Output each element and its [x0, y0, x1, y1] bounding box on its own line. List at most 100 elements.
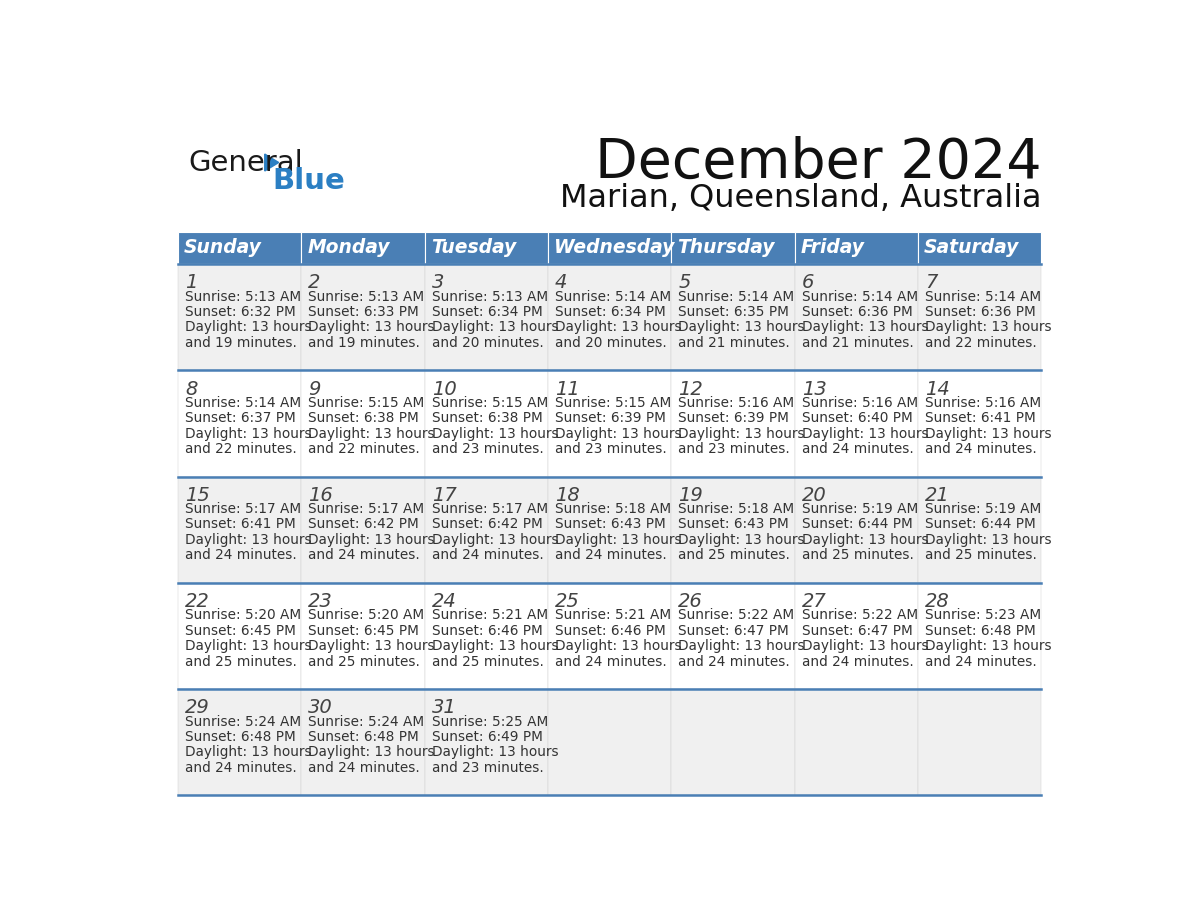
Text: Daylight: 13 hours: Daylight: 13 hours	[925, 532, 1051, 547]
Text: Daylight: 13 hours: Daylight: 13 hours	[431, 745, 558, 759]
Text: 14: 14	[925, 380, 949, 398]
Text: and 25 minutes.: and 25 minutes.	[185, 655, 297, 668]
Text: Sunset: 6:46 PM: Sunset: 6:46 PM	[431, 623, 543, 638]
Text: 2: 2	[308, 274, 321, 293]
Bar	[178, 371, 302, 476]
Bar	[918, 371, 1042, 476]
Bar	[178, 689, 302, 796]
Text: Saturday: Saturday	[924, 239, 1019, 257]
Bar	[302, 689, 424, 796]
Bar	[548, 264, 671, 371]
Text: and 22 minutes.: and 22 minutes.	[925, 336, 1037, 350]
Bar	[302, 583, 424, 689]
Text: and 24 minutes.: and 24 minutes.	[185, 761, 297, 775]
Text: 12: 12	[678, 380, 703, 398]
Text: Sunset: 6:38 PM: Sunset: 6:38 PM	[308, 411, 419, 425]
Text: Sunset: 6:42 PM: Sunset: 6:42 PM	[308, 518, 419, 532]
Text: Sunset: 6:34 PM: Sunset: 6:34 PM	[555, 305, 665, 319]
Text: General: General	[189, 149, 304, 176]
Text: Sunset: 6:33 PM: Sunset: 6:33 PM	[308, 305, 419, 319]
Text: Sunset: 6:42 PM: Sunset: 6:42 PM	[431, 518, 543, 532]
Text: Daylight: 13 hours: Daylight: 13 hours	[802, 320, 928, 334]
Text: Sunrise: 5:20 AM: Sunrise: 5:20 AM	[185, 609, 301, 622]
Text: Daylight: 13 hours: Daylight: 13 hours	[925, 639, 1051, 653]
Text: Daylight: 13 hours: Daylight: 13 hours	[555, 427, 682, 441]
Text: Sunrise: 5:19 AM: Sunrise: 5:19 AM	[802, 502, 918, 516]
Bar	[918, 476, 1042, 583]
Text: 15: 15	[185, 486, 209, 505]
Text: 26: 26	[678, 592, 703, 611]
Text: Sunrise: 5:16 AM: Sunrise: 5:16 AM	[925, 396, 1041, 409]
Text: Sunrise: 5:15 AM: Sunrise: 5:15 AM	[308, 396, 424, 409]
Text: Daylight: 13 hours: Daylight: 13 hours	[678, 532, 805, 547]
Text: Sunrise: 5:16 AM: Sunrise: 5:16 AM	[678, 396, 795, 409]
Text: Daylight: 13 hours: Daylight: 13 hours	[678, 320, 805, 334]
Bar	[424, 476, 548, 583]
Text: Daylight: 13 hours: Daylight: 13 hours	[925, 320, 1051, 334]
Text: Sunrise: 5:17 AM: Sunrise: 5:17 AM	[185, 502, 301, 516]
Bar	[795, 232, 918, 264]
Text: Sunset: 6:37 PM: Sunset: 6:37 PM	[185, 411, 296, 425]
Text: Daylight: 13 hours: Daylight: 13 hours	[678, 427, 805, 441]
Text: 28: 28	[925, 592, 949, 611]
Text: December 2024: December 2024	[595, 136, 1042, 189]
Text: Sunrise: 5:24 AM: Sunrise: 5:24 AM	[308, 714, 424, 729]
Bar	[795, 583, 918, 689]
Text: 7: 7	[925, 274, 937, 293]
Text: Sunday: Sunday	[184, 239, 263, 257]
Text: Daylight: 13 hours: Daylight: 13 hours	[308, 320, 435, 334]
Text: Daylight: 13 hours: Daylight: 13 hours	[431, 320, 558, 334]
Text: 21: 21	[925, 486, 949, 505]
Text: Sunset: 6:35 PM: Sunset: 6:35 PM	[678, 305, 789, 319]
Bar	[671, 476, 795, 583]
Text: Sunrise: 5:13 AM: Sunrise: 5:13 AM	[308, 289, 424, 304]
Bar	[424, 583, 548, 689]
Text: Sunset: 6:41 PM: Sunset: 6:41 PM	[925, 411, 1036, 425]
Text: and 24 minutes.: and 24 minutes.	[802, 442, 914, 456]
Text: Sunset: 6:45 PM: Sunset: 6:45 PM	[185, 623, 296, 638]
Text: Sunrise: 5:13 AM: Sunrise: 5:13 AM	[431, 289, 548, 304]
Text: and 23 minutes.: and 23 minutes.	[555, 442, 666, 456]
Polygon shape	[265, 154, 279, 171]
Text: Sunset: 6:34 PM: Sunset: 6:34 PM	[431, 305, 543, 319]
Bar	[424, 689, 548, 796]
Text: Sunset: 6:48 PM: Sunset: 6:48 PM	[925, 623, 1036, 638]
Text: Sunset: 6:39 PM: Sunset: 6:39 PM	[678, 411, 789, 425]
Text: Sunrise: 5:20 AM: Sunrise: 5:20 AM	[308, 609, 424, 622]
Text: and 24 minutes.: and 24 minutes.	[555, 548, 666, 563]
Text: 13: 13	[802, 380, 827, 398]
Text: 4: 4	[555, 274, 568, 293]
Text: Sunrise: 5:23 AM: Sunrise: 5:23 AM	[925, 609, 1041, 622]
Text: Sunset: 6:41 PM: Sunset: 6:41 PM	[185, 518, 296, 532]
Bar	[302, 232, 424, 264]
Text: Sunrise: 5:16 AM: Sunrise: 5:16 AM	[802, 396, 917, 409]
Bar	[795, 264, 918, 371]
Text: 3: 3	[431, 274, 444, 293]
Text: Daylight: 13 hours: Daylight: 13 hours	[185, 639, 311, 653]
Text: Sunset: 6:48 PM: Sunset: 6:48 PM	[308, 730, 419, 744]
Bar	[302, 371, 424, 476]
Text: Sunrise: 5:24 AM: Sunrise: 5:24 AM	[185, 714, 301, 729]
Bar	[178, 264, 302, 371]
Bar	[548, 689, 671, 796]
Text: Sunset: 6:38 PM: Sunset: 6:38 PM	[431, 411, 543, 425]
Text: Sunset: 6:43 PM: Sunset: 6:43 PM	[678, 518, 789, 532]
Text: and 24 minutes.: and 24 minutes.	[925, 442, 1037, 456]
Text: 5: 5	[678, 274, 690, 293]
Text: Sunrise: 5:18 AM: Sunrise: 5:18 AM	[555, 502, 671, 516]
Text: Sunset: 6:36 PM: Sunset: 6:36 PM	[925, 305, 1036, 319]
Text: Sunrise: 5:18 AM: Sunrise: 5:18 AM	[678, 502, 795, 516]
Text: Blue: Blue	[272, 167, 346, 195]
Text: and 24 minutes.: and 24 minutes.	[431, 548, 543, 563]
Text: 8: 8	[185, 380, 197, 398]
Text: and 19 minutes.: and 19 minutes.	[185, 336, 297, 350]
Text: Sunrise: 5:25 AM: Sunrise: 5:25 AM	[431, 714, 548, 729]
Text: Tuesday: Tuesday	[431, 239, 516, 257]
Text: Daylight: 13 hours: Daylight: 13 hours	[802, 532, 928, 547]
Text: 20: 20	[802, 486, 827, 505]
Text: Sunset: 6:32 PM: Sunset: 6:32 PM	[185, 305, 296, 319]
Text: Daylight: 13 hours: Daylight: 13 hours	[431, 427, 558, 441]
Text: and 24 minutes.: and 24 minutes.	[308, 761, 421, 775]
Text: Daylight: 13 hours: Daylight: 13 hours	[308, 427, 435, 441]
Text: 1: 1	[185, 274, 197, 293]
